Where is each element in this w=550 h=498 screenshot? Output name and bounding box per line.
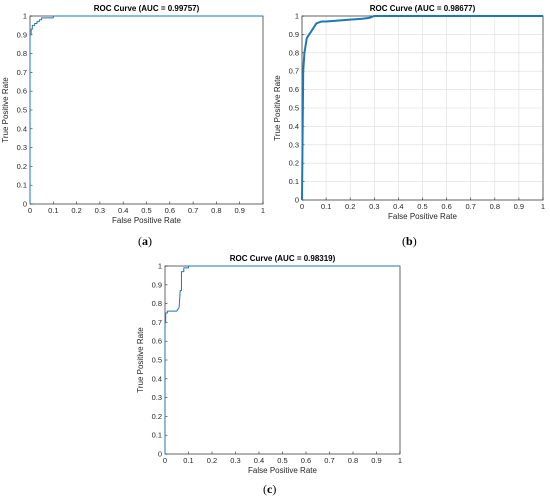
y-tick-label: 0: [23, 200, 27, 209]
y-tick-label: 1: [23, 12, 27, 21]
x-tick-label: 0.9: [234, 206, 244, 215]
x-tick-label: 0.9: [371, 456, 381, 465]
y-tick-label: 0.1: [152, 431, 162, 440]
caption-b: (b): [402, 234, 417, 248]
x-tick-label: 0: [28, 206, 32, 215]
x-tick-label: 0.8: [490, 202, 500, 211]
y-tick-label: 0.7: [289, 67, 299, 76]
x-tick-label: 0.2: [71, 206, 81, 215]
x-tick-label: 1: [398, 456, 402, 465]
chart-panel-a: 0 0.1 0.2 0.3 0.4 0.5 0.6 0.7 0.8 0.9 1 0 0.1 0.2 0.3 0…: [0, 0, 275, 250]
y-axis-label: True Positive Rate: [273, 75, 282, 141]
chart-panel-c: 0 0.1 0.2 0.3 0.4 0.5 0.6 0.7 0.8 0.9 1 0 0.1 0.2 0.3 0…: [128, 250, 418, 498]
roc-curve-line: [301, 15, 543, 201]
x-tick-label: 0.3: [95, 206, 105, 215]
chart-panel-b: 0 0.1 0.2 0.3 0.4 0.5 0.6 0.7 0.8 0.9 1 0 0.1 0.2 0.3 0…: [270, 0, 550, 250]
caption-a: (a): [138, 234, 152, 248]
y-tick-label: 1: [158, 262, 162, 271]
roc-chart-a: 0 0.1 0.2 0.3 0.4 0.5 0.6 0.7 0.8 0.9 1 0 0.1 0.2 0.3 0…: [1, 4, 265, 225]
y-tick-label: 0.1: [289, 177, 299, 186]
x-tick-label: 0.4: [393, 202, 403, 211]
x-tick-label: 0: [300, 202, 304, 211]
x-axis-label: False Positive Rate: [388, 212, 457, 221]
roc-curve-line: [29, 15, 263, 204]
x-tick-label: 0.6: [441, 202, 451, 211]
x-tick-label: 0.7: [465, 202, 475, 211]
y-tick-label: 0.3: [17, 143, 27, 152]
y-tick-label: 0.1: [17, 181, 27, 190]
caption-c: (c): [263, 482, 277, 496]
y-tick-label: 0.4: [17, 124, 27, 133]
x-axis-label: False Positive Rate: [112, 216, 181, 225]
y-tick-label: 0.7: [17, 68, 27, 77]
y-axis-label: True Positive Rate: [136, 327, 145, 393]
x-tick-label: 0.3: [369, 202, 379, 211]
x-tick-label: 0.7: [188, 206, 198, 215]
y-tick-label: 0.2: [289, 159, 299, 168]
y-tick-label: 0.8: [17, 49, 27, 58]
y-tick-label: 0.3: [152, 393, 162, 402]
x-tick-label: 0.5: [141, 206, 151, 215]
x-tick-label: 0.6: [301, 456, 311, 465]
roc-chart-c: 0 0.1 0.2 0.3 0.4 0.5 0.6 0.7 0.8 0.9 1 0 0.1 0.2 0.3 0…: [136, 254, 402, 475]
y-tick-label: 0.9: [289, 30, 299, 39]
y-tick-label: 0.9: [152, 280, 162, 289]
y-tick-label: 0.5: [152, 356, 162, 365]
y-tick-label: 0.6: [152, 337, 162, 346]
y-tick-label: 0.8: [152, 299, 162, 308]
y-tick-label: 0.4: [152, 374, 162, 383]
chart-title: ROC Curve (AUC = 0.98677): [370, 4, 476, 13]
y-tick-label: 0.7: [152, 318, 162, 327]
x-tick-label: 0.2: [207, 456, 217, 465]
roc-curve-line: [164, 265, 400, 454]
y-tick-label: 0.2: [17, 162, 27, 171]
x-tick-label: 0.1: [48, 206, 58, 215]
y-tick-label: 0.5: [289, 104, 299, 113]
y-tick-label: 1: [295, 12, 299, 21]
x-tick-label: 0.1: [183, 456, 193, 465]
x-tick-label: 0.3: [230, 456, 240, 465]
y-tick-label: 0: [158, 450, 162, 459]
y-tick-label: 0.4: [289, 122, 299, 131]
y-tick-label: 0.2: [152, 412, 162, 421]
y-tick-label: 0: [295, 196, 299, 205]
x-tick-label: 0.5: [277, 456, 287, 465]
plot-area: [165, 266, 400, 454]
x-tick-label: 0.1: [321, 202, 331, 211]
x-tick-label: 0.8: [211, 206, 221, 215]
x-tick-label: 0.8: [348, 456, 358, 465]
chart-title: ROC Curve (AUC = 0.99757): [94, 4, 200, 13]
x-tick-label: 1: [261, 206, 265, 215]
y-tick-label: 0.6: [289, 85, 299, 94]
x-tick-label: 0.9: [514, 202, 524, 211]
y-tick-label: 0.6: [17, 87, 27, 96]
plot-area: [30, 16, 263, 204]
y-tick-label: 0.8: [289, 48, 299, 57]
y-tick-label: 0.9: [17, 30, 27, 39]
x-tick-label: 0.5: [417, 202, 427, 211]
y-tick-label: 0.3: [289, 140, 299, 149]
x-tick-label: 0.2: [345, 202, 355, 211]
chart-title: ROC Curve (AUC = 0.98319): [230, 254, 336, 263]
x-axis-label: False Positive Rate: [248, 466, 317, 475]
y-tick-label: 0.5: [17, 106, 27, 115]
x-tick-label: 0: [163, 456, 167, 465]
x-tick-label: 0.6: [165, 206, 175, 215]
x-tick-label: 1: [541, 202, 545, 211]
x-tick-label: 0.7: [324, 456, 334, 465]
y-axis-label: True Positive Rate: [1, 77, 10, 143]
x-tick-label: 0.4: [118, 206, 128, 215]
x-tick-label: 0.4: [254, 456, 264, 465]
roc-chart-b: 0 0.1 0.2 0.3 0.4 0.5 0.6 0.7 0.8 0.9 1 0 0.1 0.2 0.3 0…: [273, 4, 545, 221]
